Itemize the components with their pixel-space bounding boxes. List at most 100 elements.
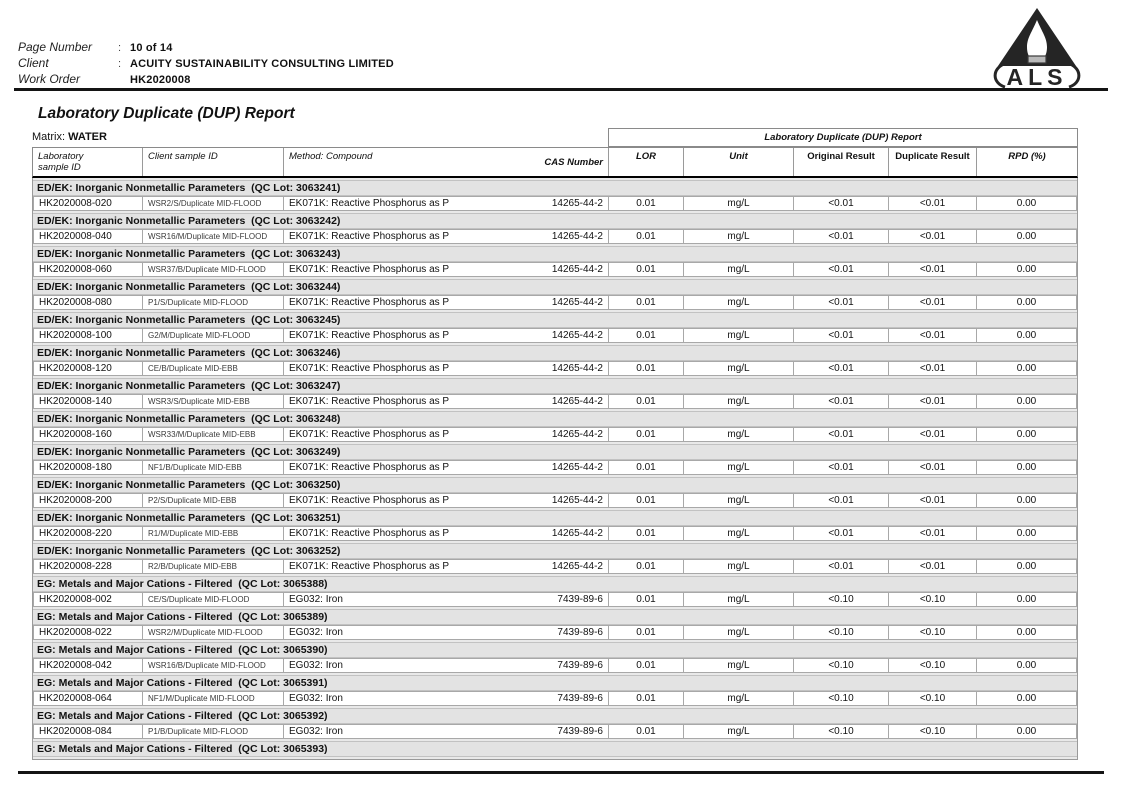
table-column-header-row: Laboratory sample ID Client sample ID Me… — [32, 147, 1078, 178]
cell-rpd: 0.00 — [977, 196, 1077, 211]
col-header-lor: LOR — [609, 148, 684, 176]
section-header-row: EG: Metals and Major Cations - Filtered … — [33, 642, 1077, 658]
cell-unit: mg/L — [684, 493, 794, 508]
cell-duplicate: <0.01 — [889, 262, 977, 277]
section-header-row: ED/EK: Inorganic Nonmetallic Parameters … — [33, 543, 1077, 559]
table-body: ED/EK: Inorganic Nonmetallic Parameters … — [32, 178, 1078, 760]
cell-rpd: 0.00 — [977, 658, 1077, 673]
cell-rpd: 0.00 — [977, 592, 1077, 607]
cell-rpd: 0.00 — [977, 559, 1077, 574]
table-row: HK2020008-084 P1/B/Duplicate MID-FLOOD EG0… — [33, 724, 1077, 739]
col-header-original-result: Original Result — [794, 148, 889, 176]
cell-method: EG032: Iron — [284, 625, 501, 640]
section-header-row: ED/EK: Inorganic Nonmetallic Parameters … — [33, 246, 1077, 262]
cell-cas: 14265-44-2 — [501, 427, 609, 442]
section-heading-text: ED/EK: Inorganic Nonmetallic Parameters … — [37, 215, 341, 227]
field-label: Client — [18, 56, 49, 70]
header-field-client: Client : ACUITY SUSTAINABILITY CONSULTIN… — [18, 56, 638, 71]
section-heading-text: EG: Metals and Major Cations - Filtered … — [37, 743, 328, 755]
cell-method: EG032: Iron — [284, 592, 501, 607]
cell-duplicate: <0.01 — [889, 493, 977, 508]
section-heading-text: ED/EK: Inorganic Nonmetallic Parameters … — [37, 182, 341, 194]
table-row: HK2020008-080 P1/S/Duplicate MID-FLOOD EK0… — [33, 295, 1077, 310]
table-row: HK2020008-160 WSR33/M/Duplicate MID-EBB EK… — [33, 427, 1077, 442]
cell-client-id: R1/M/Duplicate MID-EBB — [143, 526, 284, 541]
cell-cas: 14265-44-2 — [501, 229, 609, 244]
cell-client-id: WSR3/S/Duplicate MID-EBB — [143, 394, 284, 409]
cell-lab-id: HK2020008-140 — [33, 394, 143, 409]
table-row: HK2020008-228 R2/B/Duplicate MID-EBB EK071… — [33, 559, 1077, 574]
table-row: HK2020008-022 WSR2/M/Duplicate MID-FLOOD E… — [33, 625, 1077, 640]
cell-lor: 0.01 — [609, 658, 684, 673]
cell-lor: 0.01 — [609, 361, 684, 376]
cell-duplicate: <0.01 — [889, 427, 977, 442]
cell-lor: 0.01 — [609, 196, 684, 211]
section-header-row: EG: Metals and Major Cations - Filtered … — [33, 675, 1077, 691]
table-row: HK2020008-020 WSR2/S/Duplicate MID-FLOOD E… — [33, 196, 1077, 211]
cell-method: EK071K: Reactive Phosphorus as P — [284, 295, 501, 310]
section-heading-text: EG: Metals and Major Cations - Filtered … — [37, 611, 328, 623]
table-row: HK2020008-120 CE/B/Duplicate MID-EBB EK071… — [33, 361, 1077, 376]
cell-lab-id: HK2020008-180 — [33, 460, 143, 475]
cell-original: <0.01 — [794, 262, 889, 277]
table-row: HK2020008-040 WSR16/M/Duplicate MID-FLOOD… — [33, 229, 1077, 244]
cell-cas: 14265-44-2 — [501, 361, 609, 376]
cell-rpd: 0.00 — [977, 229, 1077, 244]
section-heading-text: EG: Metals and Major Cations - Filtered … — [37, 710, 328, 722]
cell-client-id: CE/S/Duplicate MID-FLOOD — [143, 592, 284, 607]
section-heading-text: ED/EK: Inorganic Nonmetallic Parameters … — [37, 446, 341, 458]
page-title: Laboratory Duplicate (DUP) Report — [38, 105, 295, 122]
cell-duplicate: <0.10 — [889, 592, 977, 607]
cell-original: <0.10 — [794, 691, 889, 706]
section-header-row: EG: Metals and Major Cations - Filtered … — [33, 741, 1077, 757]
cell-client-id: WSR16/B/Duplicate MID-FLOOD — [143, 658, 284, 673]
cell-lor: 0.01 — [609, 295, 684, 310]
cell-rpd: 0.00 — [977, 295, 1077, 310]
col-header-unit: Unit — [684, 148, 794, 176]
cell-original: <0.01 — [794, 493, 889, 508]
cell-unit: mg/L — [684, 625, 794, 640]
cell-lor: 0.01 — [609, 625, 684, 640]
cell-method: EK071K: Reactive Phosphorus as P — [284, 427, 501, 442]
table-group-header: Laboratory Duplicate (DUP) Report — [608, 128, 1078, 147]
cell-rpd: 0.00 — [977, 262, 1077, 277]
als-logo-text: ALS — [1007, 64, 1068, 88]
section-header-row: ED/EK: Inorganic Nonmetallic Parameters … — [33, 378, 1077, 394]
cell-cas: 14265-44-2 — [501, 394, 609, 409]
cell-original: <0.01 — [794, 196, 889, 211]
cell-cas: 7439-89-6 — [501, 592, 609, 607]
cell-rpd: 0.00 — [977, 394, 1077, 409]
cell-lab-id: HK2020008-060 — [33, 262, 143, 277]
table-row: HK2020008-060 WSR37/B/Duplicate MID-FLOOD… — [33, 262, 1077, 277]
col-header-method-compound: Method: Compound — [289, 151, 373, 162]
cell-client-id: P1/B/Duplicate MID-FLOOD — [143, 724, 284, 739]
col-header-line2: sample ID — [38, 162, 81, 173]
table-row: HK2020008-042 WSR16/B/Duplicate MID-FLOOD… — [33, 658, 1077, 673]
cell-unit: mg/L — [684, 361, 794, 376]
cell-client-id: WSR33/M/Duplicate MID-EBB — [143, 427, 284, 442]
cell-duplicate: <0.01 — [889, 394, 977, 409]
als-logo-icon: ALS — [993, 8, 1081, 88]
cell-original: <0.01 — [794, 427, 889, 442]
cell-original: <0.10 — [794, 658, 889, 673]
cell-duplicate: <0.10 — [889, 625, 977, 640]
field-label: Page Number — [18, 40, 93, 54]
cell-original: <0.10 — [794, 724, 889, 739]
cell-cas: 7439-89-6 — [501, 658, 609, 673]
field-colon: : — [118, 58, 122, 70]
cell-rpd: 0.00 — [977, 460, 1077, 475]
col-header-client-sample-id: Client sample ID — [143, 148, 284, 176]
section-heading-text: ED/EK: Inorganic Nonmetallic Parameters … — [37, 347, 341, 359]
table-row: HK2020008-180 NF1/B/Duplicate MID-EBB EK07… — [33, 460, 1077, 475]
cell-lab-id: HK2020008-002 — [33, 592, 143, 607]
cell-lor: 0.01 — [609, 493, 684, 508]
header-field-work-order: Work Order HK2020008 — [18, 72, 638, 87]
cell-original: <0.01 — [794, 559, 889, 574]
section-heading-text: EG: Metals and Major Cations - Filtered … — [37, 578, 328, 590]
matrix-label: Matrix: — [32, 131, 65, 143]
section-header-row: ED/EK: Inorganic Nonmetallic Parameters … — [33, 444, 1077, 460]
footer-divider-rule — [18, 771, 1104, 774]
header-field-page-number: Page Number : 10 of 14 — [18, 40, 638, 55]
table-row: HK2020008-200 P2/S/Duplicate MID-EBB EK071… — [33, 493, 1077, 508]
section-header-row: ED/EK: Inorganic Nonmetallic Parameters … — [33, 411, 1077, 427]
